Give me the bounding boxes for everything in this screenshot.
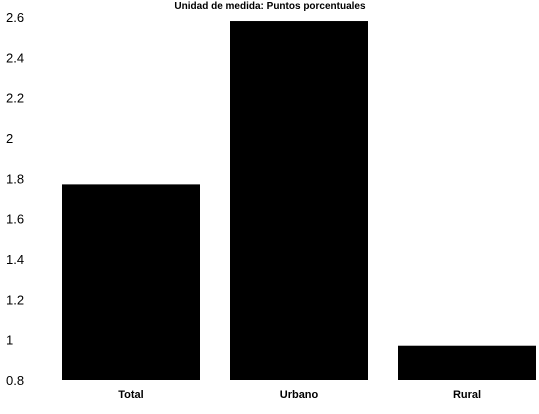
y-tick-label: 2.2 xyxy=(6,91,24,106)
x-category-label: Urbano xyxy=(280,389,319,401)
y-tick-label: 1.4 xyxy=(6,252,24,267)
bar-urbano xyxy=(230,21,368,381)
x-category-label: Rural xyxy=(453,389,481,401)
y-axis: 0.8 1 1.2 1.4 1.6 1.8 2 2.2 2.4 2.6 xyxy=(6,10,24,388)
chart-title: Unidad de medida: Puntos porcentuales xyxy=(174,1,366,12)
bars xyxy=(62,21,536,381)
bar-total xyxy=(62,184,200,380)
y-tick-label: 2.6 xyxy=(6,10,24,25)
y-tick-label: 0.8 xyxy=(6,373,24,388)
y-tick-label: 2 xyxy=(6,131,13,146)
bar-rural xyxy=(398,345,536,380)
x-axis: Total Urbano Rural xyxy=(118,389,481,401)
y-tick-label: 2.4 xyxy=(6,50,24,65)
y-tick-label: 1.8 xyxy=(6,171,24,186)
y-tick-label: 1.2 xyxy=(6,292,24,307)
y-tick-label: 1 xyxy=(6,333,13,348)
y-tick-label: 1.6 xyxy=(6,212,24,227)
x-category-label: Total xyxy=(118,389,143,401)
